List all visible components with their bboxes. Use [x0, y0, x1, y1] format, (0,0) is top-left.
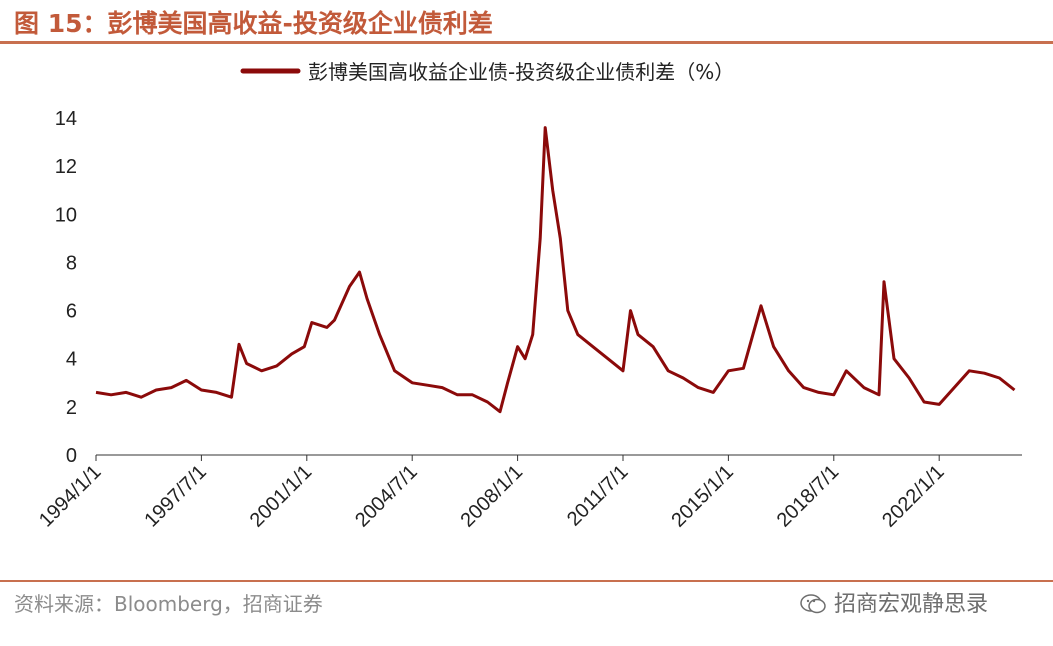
x-tick-label: 2008/1/1: [457, 461, 528, 532]
legend-label: 彭博美国高收益企业债-投资级企业债利差（%）: [308, 60, 734, 84]
x-tick-labels: 1994/1/1 1997/7/1 2001/1/1 2004/7/1 2008/1/1…: [35, 455, 949, 532]
watermark: 招商宏观静思录: [800, 586, 988, 618]
footer-divider: [0, 580, 1053, 582]
y-tick-label: 4: [66, 349, 77, 371]
x-tick-label: 1997/7/1: [140, 461, 211, 532]
x-tick-label: 2018/7/1: [773, 461, 844, 532]
y-tick-label: 14: [55, 108, 77, 130]
figure-title: 图 15：彭博美国高收益-投资级企业债利差: [14, 9, 493, 38]
y-tick-label: 8: [66, 252, 77, 274]
series-line: [95, 126, 1016, 414]
x-tick-label: 2022/1/1: [878, 461, 949, 532]
title-divider: [0, 41, 1053, 44]
line-chart: 彭博美国高收益企业债-投资级企业债利差（%） 0 2 4 6 8 10 12 14 1994/…: [35, 60, 1022, 532]
x-tick-label: 2004/7/1: [351, 461, 422, 532]
legend: 彭博美国高收益企业债-投资级企业债利差（%）: [240, 60, 734, 84]
y-tick-label: 6: [66, 301, 77, 323]
x-tick-label: 1994/1/1: [35, 461, 106, 532]
y-tick-label: 2: [66, 397, 77, 419]
watermark-text: 招商宏观静思录: [834, 592, 989, 617]
chat-bubble-icon: [800, 594, 826, 614]
x-tick-label: 2015/1/1: [667, 461, 738, 532]
source-note: 资料来源：Bloomberg，招商证券: [14, 592, 323, 616]
y-tick-label: 0: [66, 445, 77, 467]
y-tick-labels: 0 2 4 6 8 10 12 14: [55, 108, 77, 467]
y-tick-label: 10: [55, 204, 77, 226]
y-tick-label: 12: [55, 156, 77, 178]
x-tick-label: 2011/7/1: [563, 461, 633, 531]
x-tick-label: 2001/1/1: [246, 461, 317, 532]
